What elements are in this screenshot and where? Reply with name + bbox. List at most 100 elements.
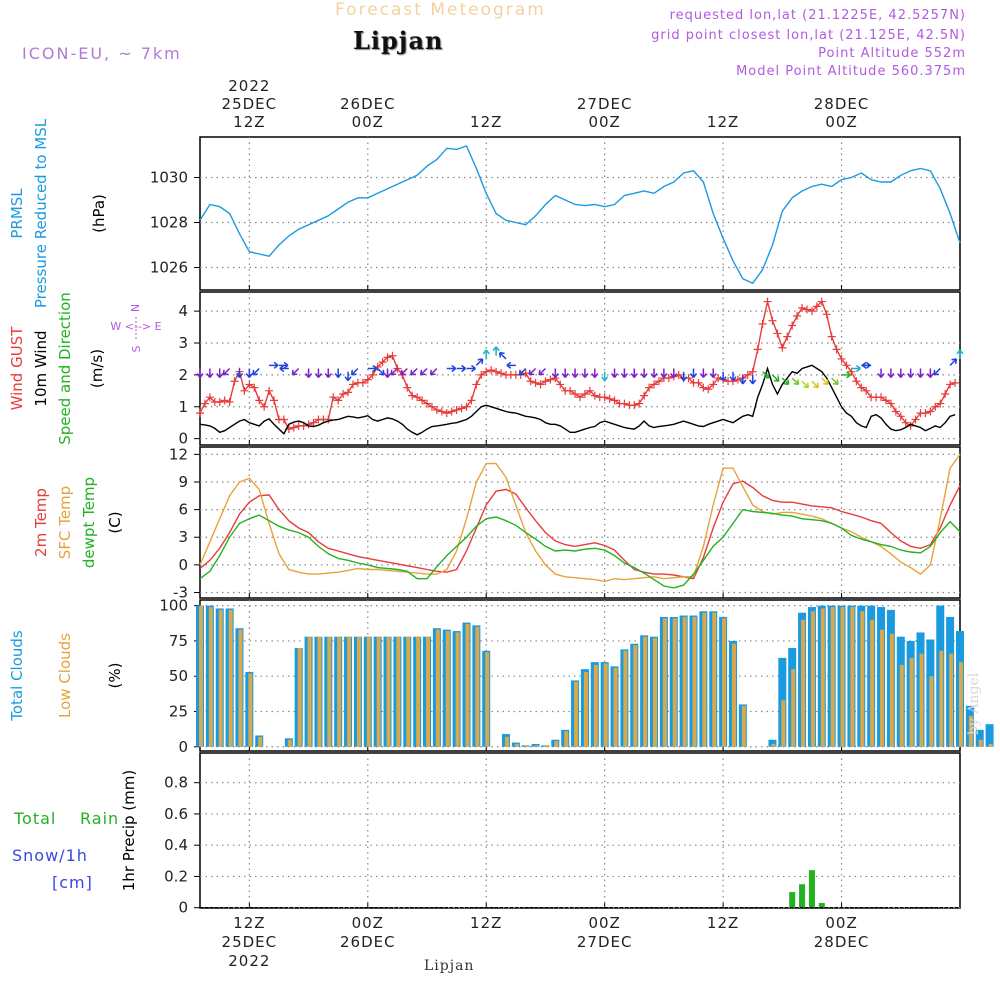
data-point — [250, 383, 259, 392]
y-tick-label: 0 — [178, 430, 188, 448]
y-tick-label: 12 — [169, 445, 188, 463]
low-cloud-bar — [781, 700, 786, 747]
data-point — [881, 396, 890, 405]
axis-label: SFC Temp — [56, 486, 74, 559]
low-cloud-bar — [741, 705, 746, 747]
y-tick-label: 3 — [178, 334, 188, 352]
data-point — [699, 383, 708, 392]
low-cloud-bar — [603, 663, 608, 747]
axis-label: Low Clouds — [56, 633, 74, 718]
wind-arrow — [897, 368, 905, 378]
low-cloud-bar — [840, 607, 845, 747]
axis-label: 10m Wind — [32, 330, 50, 406]
compass-label: N — [129, 304, 142, 312]
wind-arrow — [861, 361, 872, 369]
y-tick-label: 25 — [169, 702, 188, 720]
data-point — [566, 386, 575, 395]
wind-arrow — [350, 367, 359, 376]
data-point — [817, 297, 826, 306]
low-cloud-bar — [544, 745, 549, 747]
data-point — [896, 412, 905, 421]
axis-label: (m/s) — [88, 349, 106, 388]
data-point — [541, 377, 550, 386]
data-point — [403, 383, 412, 392]
panel-frame — [199, 599, 961, 752]
low-cloud-bar — [504, 736, 509, 747]
data-point — [600, 393, 609, 402]
y-tick-label: 6 — [178, 501, 188, 519]
low-cloud-bar — [583, 671, 588, 747]
low-cloud-bar — [554, 741, 559, 747]
data-point — [348, 380, 357, 389]
wind-arrow — [821, 377, 829, 386]
low-cloud-bar — [376, 636, 381, 747]
low-cloud-bar — [396, 636, 401, 747]
time-label-top: 26DEC — [340, 95, 396, 113]
axis-label: PRMSL — [8, 188, 26, 239]
time-label-top: 27DEC — [577, 95, 633, 113]
data-point — [413, 393, 422, 402]
data-point — [571, 390, 580, 398]
low-cloud-bar — [307, 636, 312, 747]
wind-arrow — [831, 377, 839, 386]
y-tick-label: 75 — [169, 632, 188, 650]
low-cloud-bar — [731, 643, 736, 747]
rain-bar — [799, 884, 806, 908]
bottom-location-label: Lipjan — [424, 958, 475, 974]
low-cloud-bar — [623, 650, 628, 747]
low-cloud-bar — [426, 636, 431, 747]
series-line — [199, 508, 961, 589]
wind-arrow — [949, 358, 958, 366]
low-cloud-bar — [574, 681, 579, 747]
data-point — [832, 345, 841, 354]
data-point — [827, 332, 836, 341]
data-point — [645, 383, 654, 392]
data-point — [265, 386, 274, 395]
time-label-top: 12Z — [707, 113, 739, 131]
point-altitude: Point Altitude 552m — [818, 46, 966, 61]
y-tick-label: 0.4 — [164, 836, 188, 854]
wind-arrow — [791, 377, 800, 386]
wind-arrow — [334, 368, 342, 378]
wind-arrow — [660, 368, 668, 378]
wind-arrow — [252, 367, 260, 376]
low-cloud-bar — [949, 653, 954, 747]
data-point — [946, 380, 955, 389]
wind-arrow — [383, 368, 392, 378]
low-cloud-bar — [978, 739, 983, 747]
data-point — [605, 394, 614, 403]
chart-title: Forecast Meteogram — [335, 0, 546, 20]
precip-legend-label: Snow/1h — [12, 846, 88, 865]
time-label-top: 00Z — [588, 113, 620, 131]
time-label-bottom: 12Z — [707, 914, 739, 932]
data-point — [344, 388, 353, 397]
data-point — [580, 390, 589, 398]
wind-arrow — [390, 367, 398, 376]
panel-pressure: 1026 1028 1030 PRMSL Pressure Reduced to MSL… — [8, 118, 961, 308]
wind-arrow — [719, 371, 727, 382]
data-point — [408, 391, 417, 400]
wind-arrow — [475, 358, 484, 366]
series-line — [199, 480, 961, 580]
time-label-bottom: 28DEC — [814, 933, 870, 951]
low-cloud-bar — [712, 612, 717, 747]
total-cloud-bar — [975, 729, 984, 747]
low-cloud-bar — [386, 636, 391, 747]
requested-coordinates: requested lon,lat (21.1225E, 42.5257N) — [669, 8, 966, 23]
wind-arrow — [538, 367, 546, 376]
data-point — [650, 380, 659, 389]
data-point — [423, 399, 432, 408]
data-point — [768, 316, 777, 325]
data-point — [358, 378, 367, 387]
data-point — [773, 329, 782, 338]
y-tick-label: 0 — [178, 899, 188, 917]
low-cloud-bar — [870, 619, 875, 747]
wind-arrow — [689, 368, 698, 378]
data-point — [289, 423, 298, 432]
wind-arrow — [498, 351, 507, 360]
low-cloud-bar — [455, 632, 460, 747]
axis-label: Wind GUST — [8, 326, 26, 411]
location-name: Lipjan — [353, 26, 444, 55]
data-point — [575, 393, 584, 402]
low-cloud-bar — [337, 636, 342, 747]
